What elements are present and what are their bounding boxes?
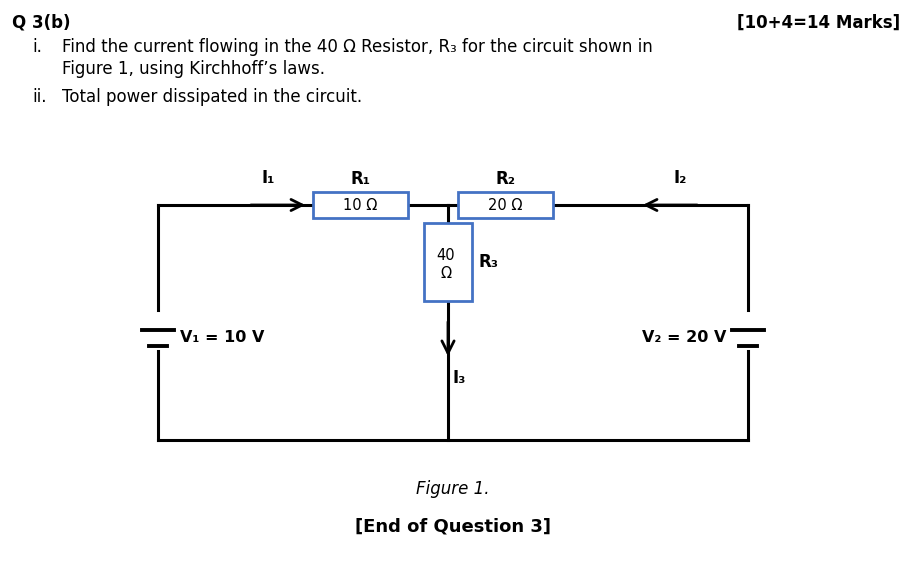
Text: Figure 1.: Figure 1.	[416, 480, 489, 498]
Text: I₃: I₃	[452, 369, 466, 387]
Text: i.: i.	[32, 38, 42, 56]
Text: Find the current flowing in the 40 Ω Resistor, R₃ for the circuit shown in: Find the current flowing in the 40 Ω Res…	[62, 38, 653, 56]
Text: 10 Ω: 10 Ω	[343, 199, 378, 214]
Text: Q 3(b): Q 3(b)	[12, 14, 70, 32]
Bar	[458, 192, 553, 218]
Text: Figure 1, using Kirchhoff’s laws.: Figure 1, using Kirchhoff’s laws.	[62, 60, 325, 78]
Text: 20 Ω: 20 Ω	[488, 199, 522, 214]
Text: V₂ = 20 V: V₂ = 20 V	[642, 331, 726, 345]
Text: ii.: ii.	[32, 88, 47, 106]
Text: [10+4=14 Marks]: [10+4=14 Marks]	[737, 14, 900, 32]
Bar	[424, 223, 472, 301]
Text: 40: 40	[436, 248, 456, 263]
Text: Ω: Ω	[440, 267, 452, 282]
Text: R₂: R₂	[496, 170, 516, 188]
Text: I₁: I₁	[261, 169, 275, 187]
Text: V₁ = 10 V: V₁ = 10 V	[180, 331, 265, 345]
Bar	[313, 192, 408, 218]
Text: R₃: R₃	[478, 253, 498, 271]
Text: [End of Question 3]: [End of Question 3]	[355, 518, 551, 536]
Text: Total power dissipated in the circuit.: Total power dissipated in the circuit.	[62, 88, 362, 106]
Text: I₂: I₂	[673, 169, 687, 187]
Text: R₁: R₁	[351, 170, 371, 188]
